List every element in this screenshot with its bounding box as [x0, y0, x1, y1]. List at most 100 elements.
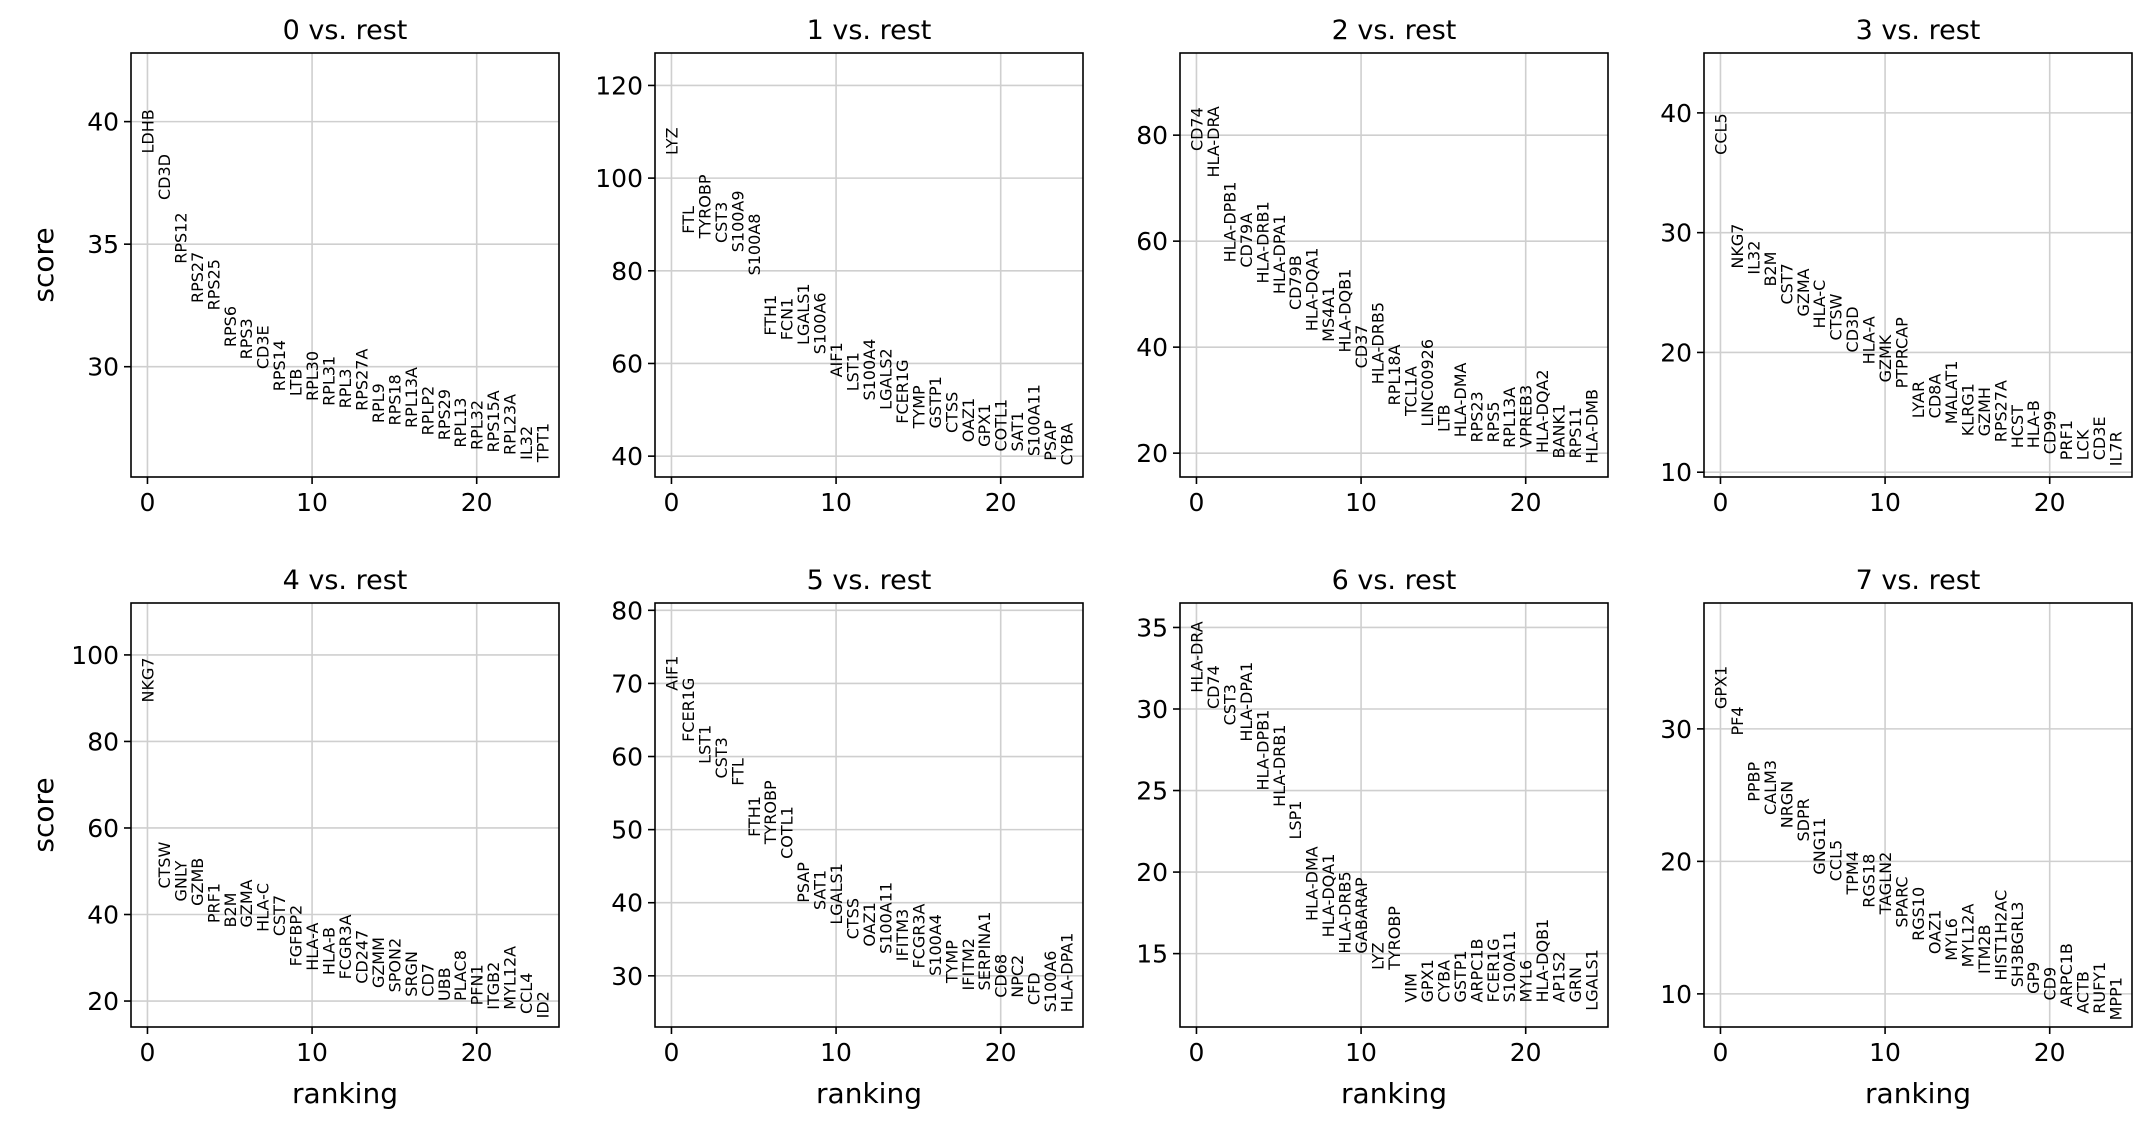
gene-label: HLA-C [1810, 280, 1829, 329]
gene-label: CD3D [155, 154, 174, 200]
gene-label: RPS27A [1991, 380, 2010, 442]
plot-frame [654, 602, 1084, 1028]
gene-label: BANK1 [1550, 404, 1569, 459]
gene-label: COTL1 [778, 806, 797, 859]
x-tick-label: 20 [985, 1038, 1017, 1067]
x-tick-label: 0 [1189, 1038, 1205, 1067]
gene-label: ID2 [534, 991, 553, 1018]
gene-label: RPS15A [484, 390, 503, 452]
gene-label: RGS18 [1860, 854, 1879, 908]
gene-label: SPARC [1893, 876, 1912, 927]
y-tick-label: 35 [1136, 613, 1168, 642]
gene-label: AIF1 [827, 342, 846, 377]
y-tick-label: 100 [71, 641, 119, 670]
gene-label: RPS12 [171, 212, 190, 263]
x-tick-label: 10 [1345, 1038, 1377, 1067]
gene-label: GABARAP [1352, 877, 1371, 954]
x-tick-label: 0 [140, 1038, 156, 1067]
plot-frame [130, 602, 560, 1028]
gene-label: RPL32 [468, 400, 487, 450]
gene-label: HIST1H2AC [1991, 890, 2010, 981]
gene-label: S100A6 [1041, 951, 1060, 1013]
gene-label: FCGR3A [336, 914, 355, 979]
panel-title: 0 vs. rest [283, 15, 408, 46]
gene-label: CYBA [1058, 423, 1077, 466]
gene-label: HLA-B [2024, 400, 2043, 448]
gene-label: CD247 [352, 930, 371, 984]
x-tick-label: 0 [140, 488, 156, 517]
gene-label: HLA-DRB5 [1336, 871, 1355, 953]
gene-label: VIM [1401, 973, 1420, 1002]
gene-label: CD9 [2041, 967, 2060, 1001]
gene-label: SAT1 [811, 870, 830, 910]
gene-label: CST3 [712, 737, 731, 778]
gene-label: RPS29 [435, 389, 454, 440]
y-tick-label: 15 [1136, 940, 1168, 969]
panel-7: GPX1PF4PPBPCALM3NRGNSDPRGNG11CCL5TPM4RGS… [1660, 565, 2133, 1110]
gene-label: CD99 [2041, 410, 2060, 454]
gene-label: S100A6 [811, 292, 830, 354]
gene-label: LGALS1 [794, 283, 813, 345]
gene-label: TPM4 [1843, 851, 1862, 895]
gene-label: HLA-DMA [1451, 362, 1470, 437]
y-tick-label: 20 [1660, 847, 1692, 876]
plot-frame [1179, 602, 1609, 1028]
gene-label: CD3E [2090, 416, 2109, 460]
y-tick-label: 20 [1136, 858, 1168, 887]
gene-label: CD3D [1843, 306, 1862, 352]
gene-label: S100A8 [745, 214, 764, 276]
gene-label: ITM2B [1975, 925, 1994, 974]
gene-label: RPS3 [237, 318, 256, 359]
gene-label: GRN [1566, 967, 1585, 1002]
gene-label: RPS18 [385, 374, 404, 425]
gene-label: MYL12A [1958, 904, 1977, 968]
gene-label: FCGR3A [909, 903, 928, 968]
gene-label: FCN1 [778, 298, 797, 341]
gene-label: PSAP [794, 862, 813, 903]
gene-label: LINC00926 [1418, 339, 1437, 427]
y-tick-label: 30 [1136, 695, 1168, 724]
y-tick-label: 30 [1660, 715, 1692, 744]
gene-label: NKG7 [138, 657, 157, 702]
panel-6: HLA-DRACD74CST3HLA-DPA1HLA-DPB1HLA-DRB1L… [1136, 565, 1609, 1110]
gene-label: HLA-DMB [1583, 389, 1602, 464]
gene-label: AIF1 [662, 656, 681, 691]
gene-label: FTH1 [745, 796, 764, 837]
gene-label: CALM3 [1761, 760, 1780, 815]
gene-label: IL7R [2107, 431, 2126, 466]
x-tick-label: 10 [296, 1038, 328, 1067]
y-tick-label: 100 [595, 164, 643, 193]
gene-label: CFD [1025, 972, 1044, 1005]
gene-label: CD79A [1237, 213, 1256, 268]
gene-label: MYL6 [1517, 960, 1536, 1003]
gene-label: SAT1 [1008, 411, 1027, 451]
gene-label: GZMK [1876, 334, 1895, 382]
gene-label: B2M [221, 893, 240, 928]
gene-label: LCK [2074, 429, 2093, 460]
x-tick-label: 0 [1713, 488, 1729, 517]
y-tick-label: 10 [1660, 980, 1692, 1009]
gene-label: HLA-DPA1 [1058, 933, 1077, 1013]
gene-label: S100A11 [1500, 931, 1519, 1003]
gene-label: RPS27A [352, 349, 371, 411]
gene-label: LST1 [695, 725, 714, 764]
gene-label: TYMP [942, 940, 961, 984]
gene-label: AP1S2 [1550, 951, 1569, 1002]
gene-label: CD7 [418, 963, 437, 997]
gene-label: LGALS1 [827, 863, 846, 925]
gene-label: HLA-DQA1 [1303, 248, 1322, 332]
gene-label: HLA-DRB1 [1253, 201, 1272, 283]
panel-title: 7 vs. rest [1856, 565, 1981, 596]
y-tick-label: 20 [87, 987, 119, 1016]
x-axis-label: ranking [816, 1077, 922, 1110]
gene-label: FTL [679, 206, 698, 234]
y-tick-label: 25 [1136, 777, 1168, 806]
gene-label: CST7 [270, 895, 289, 936]
gene-label: HLA-A [303, 922, 322, 970]
gene-label: LGALS2 [876, 348, 895, 410]
x-tick-label: 0 [1189, 488, 1205, 517]
gene-label: RPLP2 [418, 386, 437, 436]
y-tick-label: 40 [87, 108, 119, 137]
gene-label: FTL [728, 758, 747, 786]
